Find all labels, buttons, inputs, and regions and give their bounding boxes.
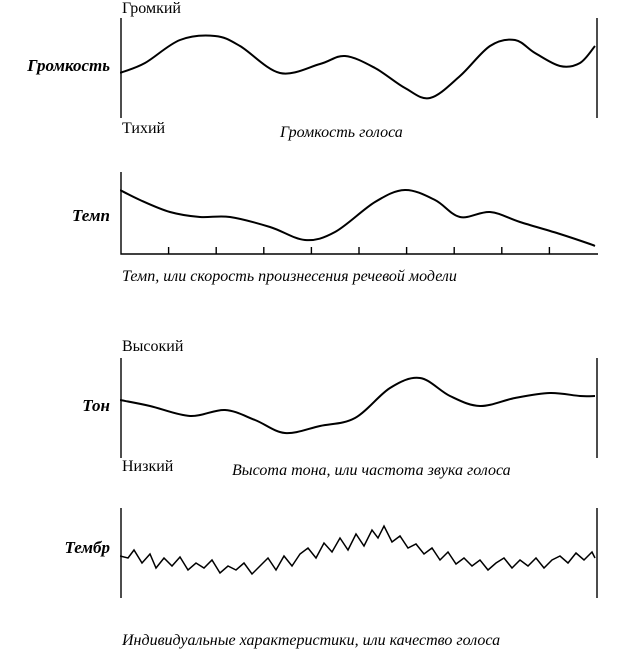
panel-loudness-label: Громкость xyxy=(0,56,110,76)
panel-tone-top-axis-label: Высокий xyxy=(122,338,183,356)
panel-tone-label: Тон xyxy=(0,396,110,416)
panel-timbre-chart xyxy=(120,508,600,598)
panel-tempo-chart xyxy=(120,172,600,262)
panel-tone-bottom-axis-label: Низкий xyxy=(122,458,173,476)
panel-timbre-label: Тембр xyxy=(0,538,110,558)
panel-tone-chart xyxy=(120,358,600,458)
panel-loudness-bottom-axis-label: Тихий xyxy=(122,120,165,138)
voice-parameters-figure: Громкость Громкий Тихий Громкость голоса… xyxy=(0,0,642,664)
panel-tempo-label: Темп xyxy=(0,206,110,226)
panel-loudness-chart xyxy=(120,18,600,118)
panel-timbre-caption: Индивидуальные характеристики, или качес… xyxy=(122,632,500,650)
panel-loudness-caption: Громкость голоса xyxy=(280,124,403,142)
panel-tempo-caption: Темп, или скорость произнесения речевой … xyxy=(122,268,457,286)
panel-tone-caption: Высота тона, или частота звука голоса xyxy=(232,462,511,480)
panel-loudness-top-axis-label: Громкий xyxy=(122,0,181,18)
